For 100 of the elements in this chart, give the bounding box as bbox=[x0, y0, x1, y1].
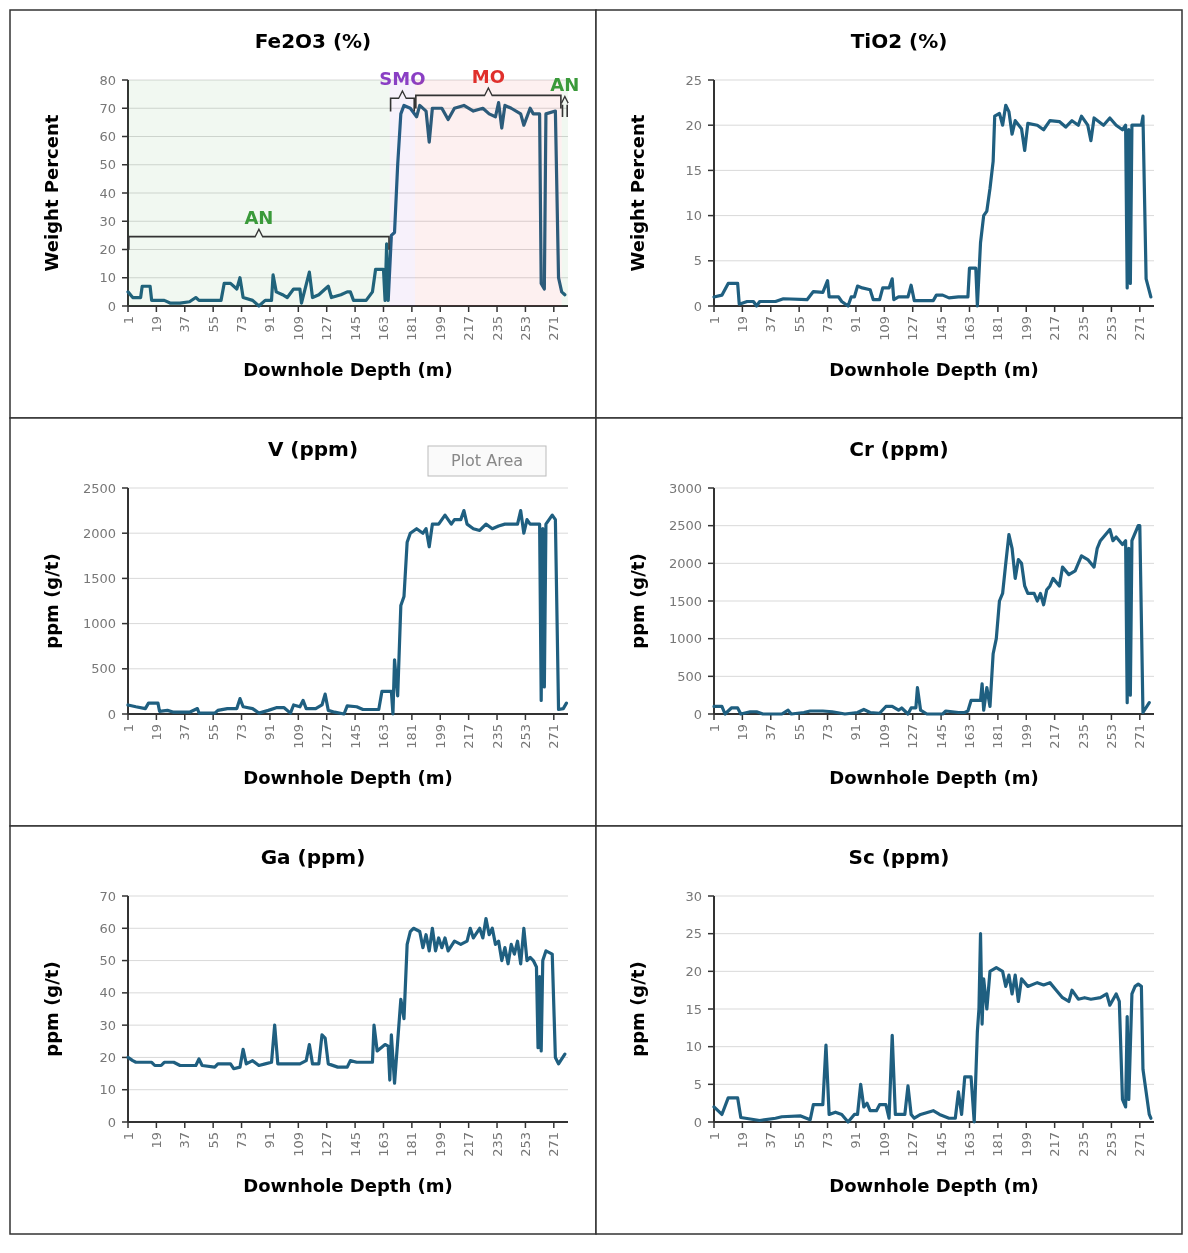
x-tick-label: 253 bbox=[1103, 316, 1119, 341]
line-series bbox=[126, 917, 567, 1085]
y-tick-label: 1000 bbox=[668, 631, 702, 647]
x-tick-label: 145 bbox=[933, 1132, 949, 1157]
x-tick-label: 73 bbox=[234, 1132, 250, 1149]
x-tick-label: 163 bbox=[376, 724, 392, 749]
x-tick-label: 73 bbox=[820, 316, 836, 333]
x-tick-label: 253 bbox=[1103, 724, 1119, 749]
x-tick-label: 181 bbox=[404, 724, 420, 749]
y-tick-label: 0 bbox=[693, 706, 702, 722]
y-tick-label: 2500 bbox=[668, 518, 702, 534]
y-tick-label: 20 bbox=[99, 1049, 116, 1065]
x-tick-label: 235 bbox=[1075, 1132, 1091, 1157]
y-tick-label: 2000 bbox=[82, 525, 116, 541]
y-tick-label: 10 bbox=[685, 208, 702, 224]
x-tick-label: 73 bbox=[820, 1132, 836, 1149]
x-tick-label: 19 bbox=[734, 316, 750, 333]
y-tick-label: 30 bbox=[99, 213, 116, 229]
x-tick-label: 253 bbox=[1103, 1132, 1119, 1157]
x-tick-label: 199 bbox=[432, 316, 448, 341]
x-axis-title: Downhole Depth (m) bbox=[243, 359, 453, 380]
x-tick-label: 181 bbox=[404, 1132, 420, 1157]
x-tick-label: 217 bbox=[461, 316, 477, 341]
y-axis-title: Weight Percent bbox=[627, 114, 648, 272]
y-tick-label: 0 bbox=[693, 1114, 702, 1130]
x-tick-label: 127 bbox=[319, 1132, 335, 1157]
chart-title: TiO2 (%) bbox=[850, 29, 948, 53]
x-tick-label: 163 bbox=[376, 1132, 392, 1157]
y-tick-label: 0 bbox=[107, 298, 116, 314]
y-tick-label: 1500 bbox=[82, 570, 116, 586]
x-tick-label: 199 bbox=[1018, 724, 1034, 749]
y-tick-label: 5 bbox=[693, 253, 702, 269]
x-tick-label: 181 bbox=[404, 316, 420, 341]
x-tick-label: 253 bbox=[517, 1132, 533, 1157]
x-tick-label: 37 bbox=[763, 316, 779, 333]
x-tick-label: 217 bbox=[1047, 316, 1063, 341]
x-tick-label: 1 bbox=[120, 316, 136, 325]
band-label: SMO bbox=[379, 68, 426, 90]
x-tick-label: 109 bbox=[876, 1132, 892, 1157]
x-tick-label: 1 bbox=[706, 1132, 722, 1141]
x-tick-label: 217 bbox=[461, 1132, 477, 1157]
x-tick-label: 109 bbox=[290, 316, 306, 341]
x-tick-label: 271 bbox=[546, 1132, 562, 1157]
x-tick-label: 127 bbox=[905, 316, 921, 341]
x-tick-label: 199 bbox=[432, 724, 448, 749]
x-tick-label: 163 bbox=[962, 1132, 978, 1157]
x-tick-label: 199 bbox=[432, 1132, 448, 1157]
x-tick-label: 55 bbox=[791, 1132, 807, 1149]
x-tick-label: 145 bbox=[347, 1132, 363, 1157]
x-tick-label: 91 bbox=[848, 1132, 864, 1149]
x-tick-label: 19 bbox=[148, 316, 164, 333]
x-tick-label: 37 bbox=[177, 724, 193, 741]
y-axis-title: ppm (g/t) bbox=[41, 553, 62, 649]
x-tick-label: 235 bbox=[1075, 316, 1091, 341]
x-tick-label: 55 bbox=[205, 316, 221, 333]
x-tick-label: 271 bbox=[1132, 724, 1148, 749]
x-tick-label: 181 bbox=[990, 316, 1006, 341]
chart-title: Ga (ppm) bbox=[260, 845, 366, 869]
x-tick-label: 217 bbox=[1047, 1132, 1063, 1157]
y-tick-label: 50 bbox=[99, 953, 116, 969]
x-tick-label: 235 bbox=[489, 724, 505, 749]
y-tick-label: 0 bbox=[693, 298, 702, 314]
y-tick-label: 80 bbox=[99, 72, 116, 88]
x-axis-title: Downhole Depth (m) bbox=[243, 1175, 453, 1196]
x-tick-label: 235 bbox=[489, 316, 505, 341]
x-tick-label: 91 bbox=[262, 724, 278, 741]
x-tick-label: 127 bbox=[905, 1132, 921, 1157]
x-tick-label: 145 bbox=[933, 724, 949, 749]
x-axis-title: Downhole Depth (m) bbox=[243, 767, 453, 788]
y-axis-title: ppm (g/t) bbox=[41, 961, 62, 1057]
y-axis-title: ppm (g/t) bbox=[627, 553, 648, 649]
x-tick-label: 217 bbox=[1047, 724, 1063, 749]
y-tick-label: 500 bbox=[91, 661, 116, 677]
x-tick-label: 181 bbox=[990, 724, 1006, 749]
y-tick-label: 5 bbox=[693, 1076, 702, 1092]
y-axis-title: ppm (g/t) bbox=[627, 961, 648, 1057]
x-tick-label: 91 bbox=[848, 316, 864, 333]
y-tick-label: 60 bbox=[99, 129, 116, 145]
y-tick-label: 10 bbox=[685, 1039, 702, 1055]
x-tick-label: 271 bbox=[1132, 1132, 1148, 1157]
y-tick-label: 60 bbox=[99, 920, 116, 936]
y-tick-label: 50 bbox=[99, 157, 116, 173]
chart-title: Sc (ppm) bbox=[848, 845, 950, 869]
y-axis-title: Weight Percent bbox=[41, 114, 62, 272]
band-label: MO bbox=[471, 65, 505, 87]
chart-title: Cr (ppm) bbox=[849, 437, 949, 461]
text: Plot Area bbox=[450, 451, 524, 470]
y-tick-label: 2000 bbox=[668, 555, 702, 571]
x-tick-label: 73 bbox=[234, 724, 250, 741]
band-label: AN bbox=[244, 206, 274, 228]
y-tick-label: 70 bbox=[99, 100, 116, 116]
x-tick-label: 163 bbox=[962, 724, 978, 749]
x-tick-label: 145 bbox=[347, 724, 363, 749]
x-tick-label: 37 bbox=[763, 1132, 779, 1149]
x-tick-label: 37 bbox=[177, 316, 193, 333]
x-tick-label: 1 bbox=[120, 724, 136, 733]
x-tick-label: 19 bbox=[734, 724, 750, 741]
y-tick-label: 40 bbox=[99, 185, 116, 201]
x-tick-label: 55 bbox=[791, 316, 807, 333]
x-tick-label: 181 bbox=[990, 1132, 1006, 1157]
